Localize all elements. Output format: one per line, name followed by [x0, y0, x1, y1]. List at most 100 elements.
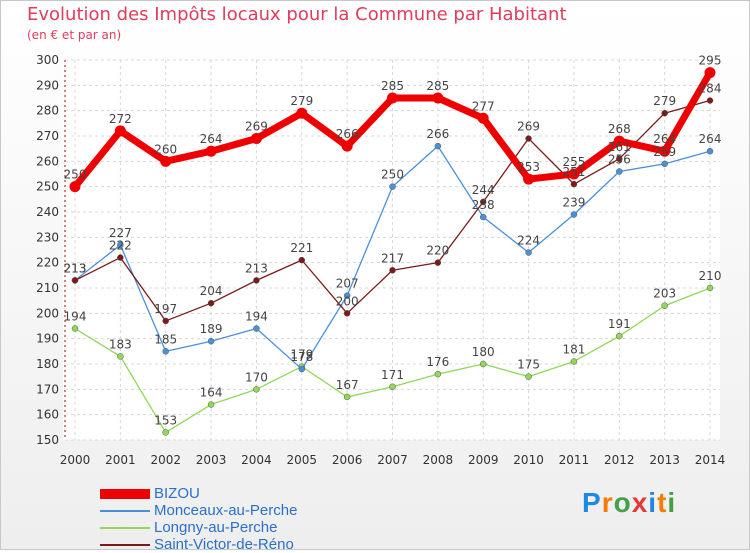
logo-letter: P	[582, 487, 602, 518]
data-point-monceaux-au-perche	[117, 241, 124, 249]
data-label-saint-victor-de-reno: 222	[109, 239, 132, 253]
data-point-monceaux-au-perche	[479, 213, 487, 221]
data-label-longny-au-perche: 203	[653, 287, 676, 301]
data-label-longny-au-perche: 179	[290, 348, 313, 362]
data-point-bizou	[523, 173, 535, 185]
data-label-monceaux-au-perche: 178	[290, 350, 313, 364]
chart-subtitle: (en € et par an)	[27, 28, 122, 42]
data-point-saint-victor-de-reno	[207, 299, 215, 307]
data-point-bizou	[477, 112, 489, 124]
y-tick-label: 250	[36, 180, 59, 194]
data-point-bizou	[387, 92, 398, 104]
data-point-monceaux-au-perche	[616, 168, 623, 175]
x-tick-label: 2001	[105, 453, 136, 467]
legend-swatch	[100, 510, 150, 512]
data-label-longny-au-perche: 176	[426, 355, 449, 369]
data-point-saint-victor-de-reno	[298, 256, 306, 264]
legend-swatch	[100, 544, 150, 546]
data-label-bizou: 264	[653, 132, 676, 146]
data-point-monceaux-au-perche	[434, 142, 442, 150]
data-point-longny-au-perche	[71, 325, 79, 332]
data-point-saint-victor-de-reno	[661, 109, 668, 117]
data-label-saint-victor-de-reno: 221	[290, 241, 313, 255]
plot-area	[65, 60, 720, 440]
data-label-monceaux-au-perche: 224	[517, 234, 540, 248]
logo-letter: x	[631, 487, 649, 518]
y-tick-label: 220	[36, 256, 59, 270]
data-point-longny-au-perche	[117, 353, 124, 360]
data-point-saint-victor-de-reno	[616, 155, 623, 163]
legend-label: BIZOU	[154, 485, 200, 502]
data-label-longny-au-perche: 171	[381, 368, 404, 382]
data-point-monceaux-au-perche	[661, 160, 668, 168]
y-tick-label: 180	[36, 357, 59, 371]
data-point-saint-victor-de-reno	[117, 254, 124, 261]
data-label-saint-victor-de-reno: 261	[608, 140, 631, 154]
data-point-saint-victor-de-reno	[525, 135, 532, 142]
x-tick-label: 2010	[513, 453, 544, 467]
data-label-saint-victor-de-reno: 197	[154, 302, 177, 316]
data-label-bizou: 268	[608, 122, 631, 136]
x-tick-label: 2006	[332, 453, 363, 467]
data-point-saint-victor-de-reno	[162, 317, 169, 325]
y-tick-label: 260	[36, 154, 59, 168]
x-tick-label: 2013	[649, 453, 680, 467]
data-label-monceaux-au-perche: 194	[245, 310, 268, 324]
y-tick-label: 240	[36, 205, 59, 219]
data-point-bizou	[296, 107, 308, 119]
data-point-bizou	[704, 67, 716, 79]
x-tick-label: 2014	[695, 453, 726, 467]
data-label-monceaux-au-perche: 185	[154, 332, 177, 346]
logo-letter: t	[657, 487, 668, 518]
y-tick-label: 270	[36, 129, 59, 143]
logo-letter: o	[613, 487, 632, 518]
data-point-saint-victor-de-reno	[479, 198, 487, 206]
data-label-saint-victor-de-reno: 213	[245, 261, 268, 275]
data-label-saint-victor-de-reno: 284	[699, 82, 722, 96]
data-point-saint-victor-de-reno	[389, 267, 396, 274]
data-point-monceaux-au-perche	[389, 183, 396, 190]
data-label-longny-au-perche: 180	[472, 345, 495, 359]
data-point-longny-au-perche	[706, 284, 714, 292]
data-point-longny-au-perche	[479, 360, 487, 368]
data-label-bizou: 277	[472, 99, 495, 113]
logo-letter: i	[667, 487, 677, 518]
data-point-monceaux-au-perche	[298, 365, 306, 373]
data-label-bizou: 250	[64, 168, 87, 182]
data-label-bizou: 285	[426, 79, 449, 93]
data-label-longny-au-perche: 183	[109, 337, 132, 351]
data-label-saint-victor-de-reno: 269	[517, 120, 540, 134]
data-label-bizou: 255	[562, 155, 585, 169]
data-label-bizou: 266	[336, 127, 359, 141]
data-label-monceaux-au-perche: 239	[562, 196, 585, 210]
data-label-longny-au-perche: 153	[154, 413, 177, 427]
x-tick-label: 2004	[241, 453, 272, 467]
data-label-saint-victor-de-reno: 220	[426, 244, 449, 258]
proxiti-logo: Proxiti	[582, 487, 676, 519]
data-point-longny-au-perche	[162, 429, 169, 436]
data-label-bizou: 295	[699, 54, 722, 68]
data-label-saint-victor-de-reno: 244	[472, 183, 495, 197]
x-tick-label: 2002	[150, 453, 181, 467]
data-label-saint-victor-de-reno: 217	[381, 251, 404, 265]
data-label-longny-au-perche: 167	[336, 378, 359, 392]
data-label-bizou: 272	[109, 112, 132, 126]
data-label-bizou: 260	[154, 142, 177, 156]
x-tick-label: 2011	[559, 453, 590, 467]
data-label-longny-au-perche: 210	[699, 269, 722, 283]
data-label-bizou: 253	[517, 160, 540, 174]
data-label-bizou: 285	[381, 79, 404, 93]
y-tick-label: 290	[36, 78, 59, 92]
data-point-bizou	[432, 92, 444, 104]
data-label-monceaux-au-perche: 227	[109, 226, 132, 240]
x-tick-label: 2009	[468, 453, 499, 467]
data-point-bizou	[160, 155, 172, 167]
legend-label: Saint-Victor-de-Réno	[154, 536, 294, 553]
data-point-bizou	[69, 181, 81, 193]
y-tick-label: 150	[36, 433, 59, 447]
data-point-bizou	[341, 140, 353, 152]
y-tick-label: 280	[36, 104, 59, 118]
data-label-monceaux-au-perche: 256	[608, 152, 631, 166]
data-label-monceaux-au-perche: 189	[200, 322, 223, 336]
